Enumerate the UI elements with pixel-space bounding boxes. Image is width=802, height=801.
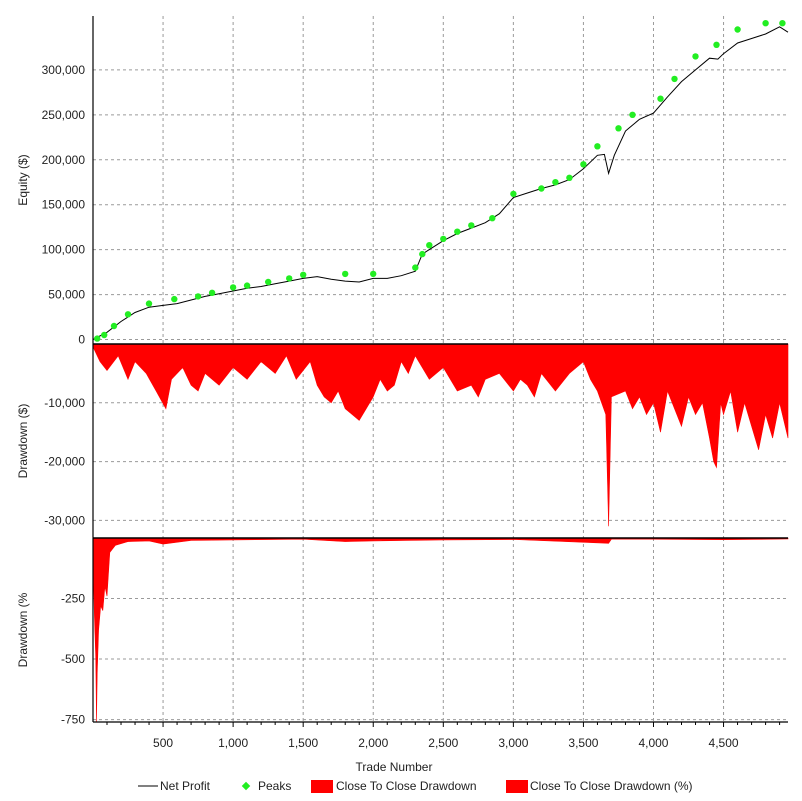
peak-point — [629, 111, 636, 119]
peak-point — [300, 271, 307, 278]
y-tick-label: -500 — [61, 652, 85, 666]
y-axis-label: Drawdown (% — [16, 592, 30, 667]
y-tick-label: -30,000 — [44, 513, 85, 527]
legend-swatch-box — [506, 780, 528, 793]
peak-point — [552, 179, 559, 186]
y-tick-label: 150,000 — [42, 198, 86, 212]
drawdown-area — [92, 537, 789, 723]
peak-point — [468, 222, 475, 229]
peak-point — [779, 20, 786, 27]
x-tick-label: 500 — [153, 736, 173, 750]
legend-item-3: Close To Close Drawdown — [311, 779, 477, 793]
x-tick-label: 4,500 — [709, 736, 739, 750]
legend-item-1: Net Profit — [138, 779, 211, 793]
x-axis: 500 1,000 1,500 2,000 2,500 3,000 3,500 4,000 4,… — [93, 721, 788, 750]
peak-point — [370, 270, 377, 278]
net-profit-line — [92, 26, 789, 340]
y-tick-label: 300,000 — [42, 63, 86, 77]
peak-point — [124, 311, 132, 318]
y-tick-label: 250,000 — [42, 108, 86, 122]
legend-item-2: Peaks — [241, 779, 291, 793]
drawdown-area — [92, 343, 789, 527]
y-tick-label: -250 — [61, 592, 85, 606]
x-tick-label: 3,000 — [498, 736, 528, 750]
peak-point — [692, 53, 699, 60]
peak-point — [762, 20, 769, 27]
peak-point — [419, 250, 426, 258]
peak-point — [566, 174, 573, 181]
peak-point — [454, 228, 461, 235]
peak-point — [243, 282, 251, 289]
x-tick-label: 3,500 — [568, 736, 598, 750]
panel-3: -250 -500 -750 Drawdown (% — [16, 537, 789, 727]
y-tick-label: 200,000 — [42, 153, 86, 167]
x-axis-label: Trade Number — [356, 760, 433, 774]
peak-point — [342, 270, 349, 278]
x-tick-label: 4,000 — [638, 736, 668, 750]
peak-point — [265, 278, 272, 286]
legend-swatch-box — [311, 780, 333, 793]
legend-label: Close To Close Drawdown (%) — [530, 779, 693, 793]
legend: Net Profit Peaks Close To Close Drawdown Cl… — [138, 779, 693, 793]
chart-panels: 0 50,000 100,000 150,000 200,000 250,000 300,0… — [16, 16, 789, 727]
y-tick-label: -20,000 — [44, 455, 85, 469]
peak-point — [426, 242, 433, 249]
panel-1: 0 50,000 100,000 150,000 200,000 250,000 300,0… — [16, 16, 789, 347]
legend-swatch-diamond — [241, 781, 251, 791]
legend-item-4: Close To Close Drawdown (%) — [506, 779, 693, 793]
peak-point — [657, 95, 664, 102]
y-tick-label: 0 — [78, 333, 85, 347]
peak-point — [713, 41, 720, 48]
peak-point — [580, 161, 587, 168]
peak-point — [734, 26, 741, 33]
y-tick-label: 50,000 — [48, 288, 85, 302]
peak-point — [194, 293, 202, 300]
peak-point — [489, 215, 496, 222]
peak-point — [594, 143, 601, 150]
x-tick-label: 1,500 — [288, 736, 318, 750]
legend-label: Peaks — [258, 779, 291, 793]
y-tick-label: 100,000 — [42, 243, 86, 257]
peak-point — [671, 75, 678, 83]
legend-label: Close To Close Drawdown — [336, 779, 477, 793]
x-tick-label: 2,000 — [358, 736, 388, 750]
x-tick-label: 2,500 — [428, 736, 458, 750]
panel-2: -10,000 -20,000 -30,000 Drawdown ($) — [16, 343, 789, 538]
peak-point — [615, 125, 622, 132]
peak-point — [440, 235, 447, 243]
peak-point — [510, 190, 517, 198]
y-axis-label: Equity ($) — [16, 154, 30, 205]
peak-point — [171, 295, 178, 303]
legend-label: Net Profit — [160, 779, 211, 793]
y-axis-label: Drawdown ($) — [16, 404, 30, 479]
y-tick-label: -750 — [61, 713, 85, 727]
y-tick-label: -10,000 — [44, 396, 85, 410]
peak-point — [538, 185, 545, 192]
peak-point — [286, 275, 293, 282]
peak-point — [145, 300, 153, 307]
peak-point — [101, 331, 108, 339]
peak-point — [94, 335, 101, 342]
peak-point — [208, 289, 216, 296]
peak-point — [412, 264, 419, 271]
x-tick-label: 1,000 — [218, 736, 248, 750]
peak-point — [110, 322, 118, 330]
peak-point — [229, 284, 237, 291]
